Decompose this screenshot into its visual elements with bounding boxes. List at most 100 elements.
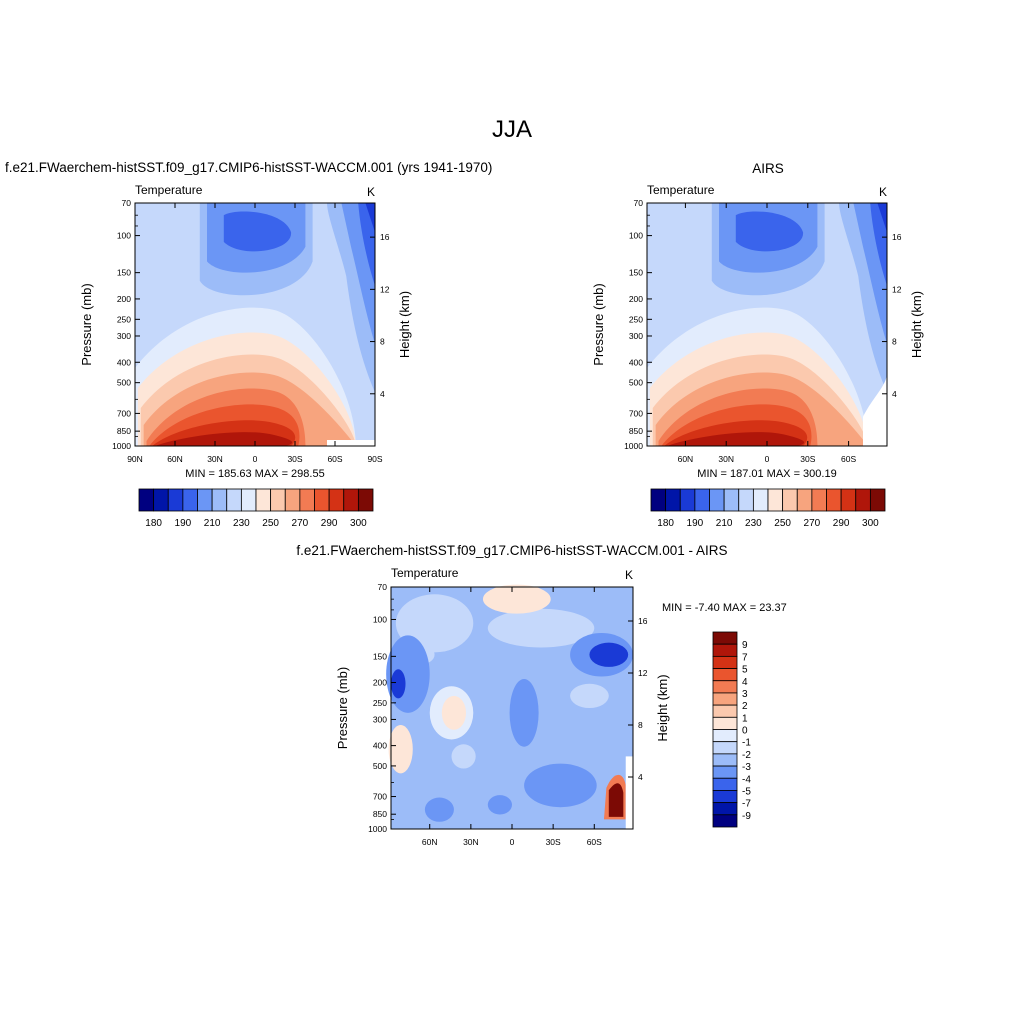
contour-band	[667, 432, 805, 446]
model-colorbar-tick-label: 230	[233, 518, 250, 529]
y-right-tick-label: 12	[380, 284, 390, 294]
y-right-tick-label: 4	[638, 772, 643, 782]
y-right-tick-label: 16	[380, 232, 390, 242]
model-colorbar-swatch	[153, 488, 169, 512]
y-right-tick-label: 12	[638, 668, 648, 678]
obs-colorbar-swatch	[840, 488, 857, 512]
model-colorbar-tick-label: 300	[350, 518, 367, 529]
diff-colorbar-tick-label: 0	[742, 726, 748, 737]
model-colorbar-swatch	[240, 488, 257, 512]
y-tick-label: 700	[629, 408, 643, 418]
y-tick-label: 100	[373, 614, 387, 624]
y-tick-label: 300	[373, 714, 387, 724]
y-tick-label: 400	[117, 357, 131, 367]
obs-colorbar-swatch	[738, 488, 754, 512]
contour-band	[223, 211, 292, 252]
y-tick-label: 400	[373, 741, 387, 751]
diff-colorbar-swatch	[712, 729, 738, 743]
obs-colorbar-swatch	[767, 488, 784, 512]
obs-colorbar-swatch	[752, 488, 769, 512]
model-panel: 70 100 150 200 250 300 400 500 700 850 1000 4 8 12 16 9…	[79, 183, 412, 529]
diff-min-max: MIN = -7.40 MAX = 23.37	[662, 602, 787, 614]
y-tick-label: 700	[373, 792, 387, 802]
y-right-axis-label: Height (km)	[909, 291, 924, 358]
y-tick-label: 400	[629, 357, 643, 367]
diff-panel-title: f.e21.FWaerchem-histSST.f09_g17.CMIP6-hi…	[296, 543, 728, 558]
model-min-max: MIN = 185.63 MAX = 298.55	[185, 468, 325, 480]
model-colorbar-tick-label: 190	[175, 518, 192, 529]
model-colorbar-swatch	[314, 488, 330, 512]
obs-colorbar-swatch	[709, 488, 725, 512]
diff-colorbar-tick-label: -2	[742, 750, 751, 761]
x-tick-label: 60N	[678, 454, 694, 464]
obs-colorbar-swatch	[855, 488, 871, 512]
y-tick-label: 300	[117, 331, 131, 341]
model-colorbar-swatch	[328, 488, 345, 512]
y-tick-label: 150	[629, 268, 643, 278]
contour-band	[391, 669, 406, 699]
y-tick-label: 250	[117, 314, 131, 324]
x-tick-label: 30S	[287, 454, 302, 464]
x-tick-label: 60S	[841, 454, 856, 464]
model-colorbar-swatch	[299, 488, 315, 512]
contour-band	[570, 683, 609, 709]
obs-variable-label: Temperature	[647, 183, 715, 197]
obs-colorbar-tick-label: 180	[657, 518, 674, 529]
y-right-tick-label: 8	[638, 720, 643, 730]
y-axis-label: Pressure (mb)	[79, 283, 94, 365]
model-colorbar-tick-label: 180	[145, 518, 162, 529]
x-tick-label: 90S	[367, 454, 382, 464]
x-tick-label: 30S	[546, 837, 561, 847]
y-tick-label: 70	[122, 198, 132, 208]
model-colorbar-swatch	[284, 488, 301, 512]
contour-band	[863, 373, 887, 446]
contour-band	[365, 203, 375, 233]
x-tick-label: 30N	[463, 837, 479, 847]
model-colorbar-tick-label: 210	[204, 518, 221, 529]
y-axis-label: Pressure (mb)	[591, 283, 606, 365]
model-colorbar-swatch	[270, 488, 286, 512]
x-tick-label: 60S	[327, 454, 342, 464]
contour-band	[487, 795, 512, 815]
contour-band	[863, 203, 887, 286]
obs-colorbar-swatch	[782, 488, 798, 512]
obs-colorbar-swatch	[650, 488, 667, 512]
x-tick-label: 30S	[800, 454, 815, 464]
y-right-tick-label: 16	[638, 616, 648, 626]
y-right-tick-label: 16	[892, 232, 902, 242]
model-colorbar-swatch	[182, 488, 198, 512]
y-tick-label: 850	[373, 809, 387, 819]
y-tick-label: 200	[373, 678, 387, 688]
diff-colorbar-swatch	[712, 704, 738, 718]
obs-colorbar-tick-label: 230	[745, 518, 762, 529]
y-tick-label: 1000	[112, 441, 131, 451]
y-tick-label: 100	[117, 231, 131, 241]
y-tick-label: 250	[629, 314, 643, 324]
obs-colorbar-swatch	[665, 488, 681, 512]
obs-colorbar-tick-label: 270	[804, 518, 821, 529]
obs-colorbar-swatch	[811, 488, 827, 512]
y-tick-label: 70	[378, 582, 388, 592]
contour-band	[647, 203, 667, 301]
x-tick-label: 90N	[127, 454, 143, 464]
contour-band	[424, 797, 454, 822]
x-tick-label: 60N	[422, 837, 438, 847]
x-tick-label: 0	[510, 837, 515, 847]
diff-colorbar-tick-label: 1	[742, 713, 748, 724]
figure-title: JJA	[491, 116, 532, 143]
x-tick-label: 0	[253, 454, 258, 464]
contour-band	[608, 783, 624, 817]
y-tick-label: 150	[117, 268, 131, 278]
obs-colorbar-swatch	[826, 488, 842, 512]
y-right-tick-label: 4	[892, 389, 897, 399]
obs-colorbar-swatch	[869, 488, 886, 512]
obs-colorbar-tick-label: 250	[774, 518, 791, 529]
diff-colorbar-tick-label: 2	[742, 701, 748, 712]
diff-colorbar-tick-label: 3	[742, 689, 748, 700]
y-tick-label: 250	[373, 698, 387, 708]
obs-colorbar-swatch	[796, 488, 813, 512]
contour-band	[625, 756, 633, 829]
contour-band	[735, 211, 804, 252]
diff-colorbar-tick-label: -1	[742, 738, 751, 749]
model-colorbar-swatch	[197, 488, 213, 512]
